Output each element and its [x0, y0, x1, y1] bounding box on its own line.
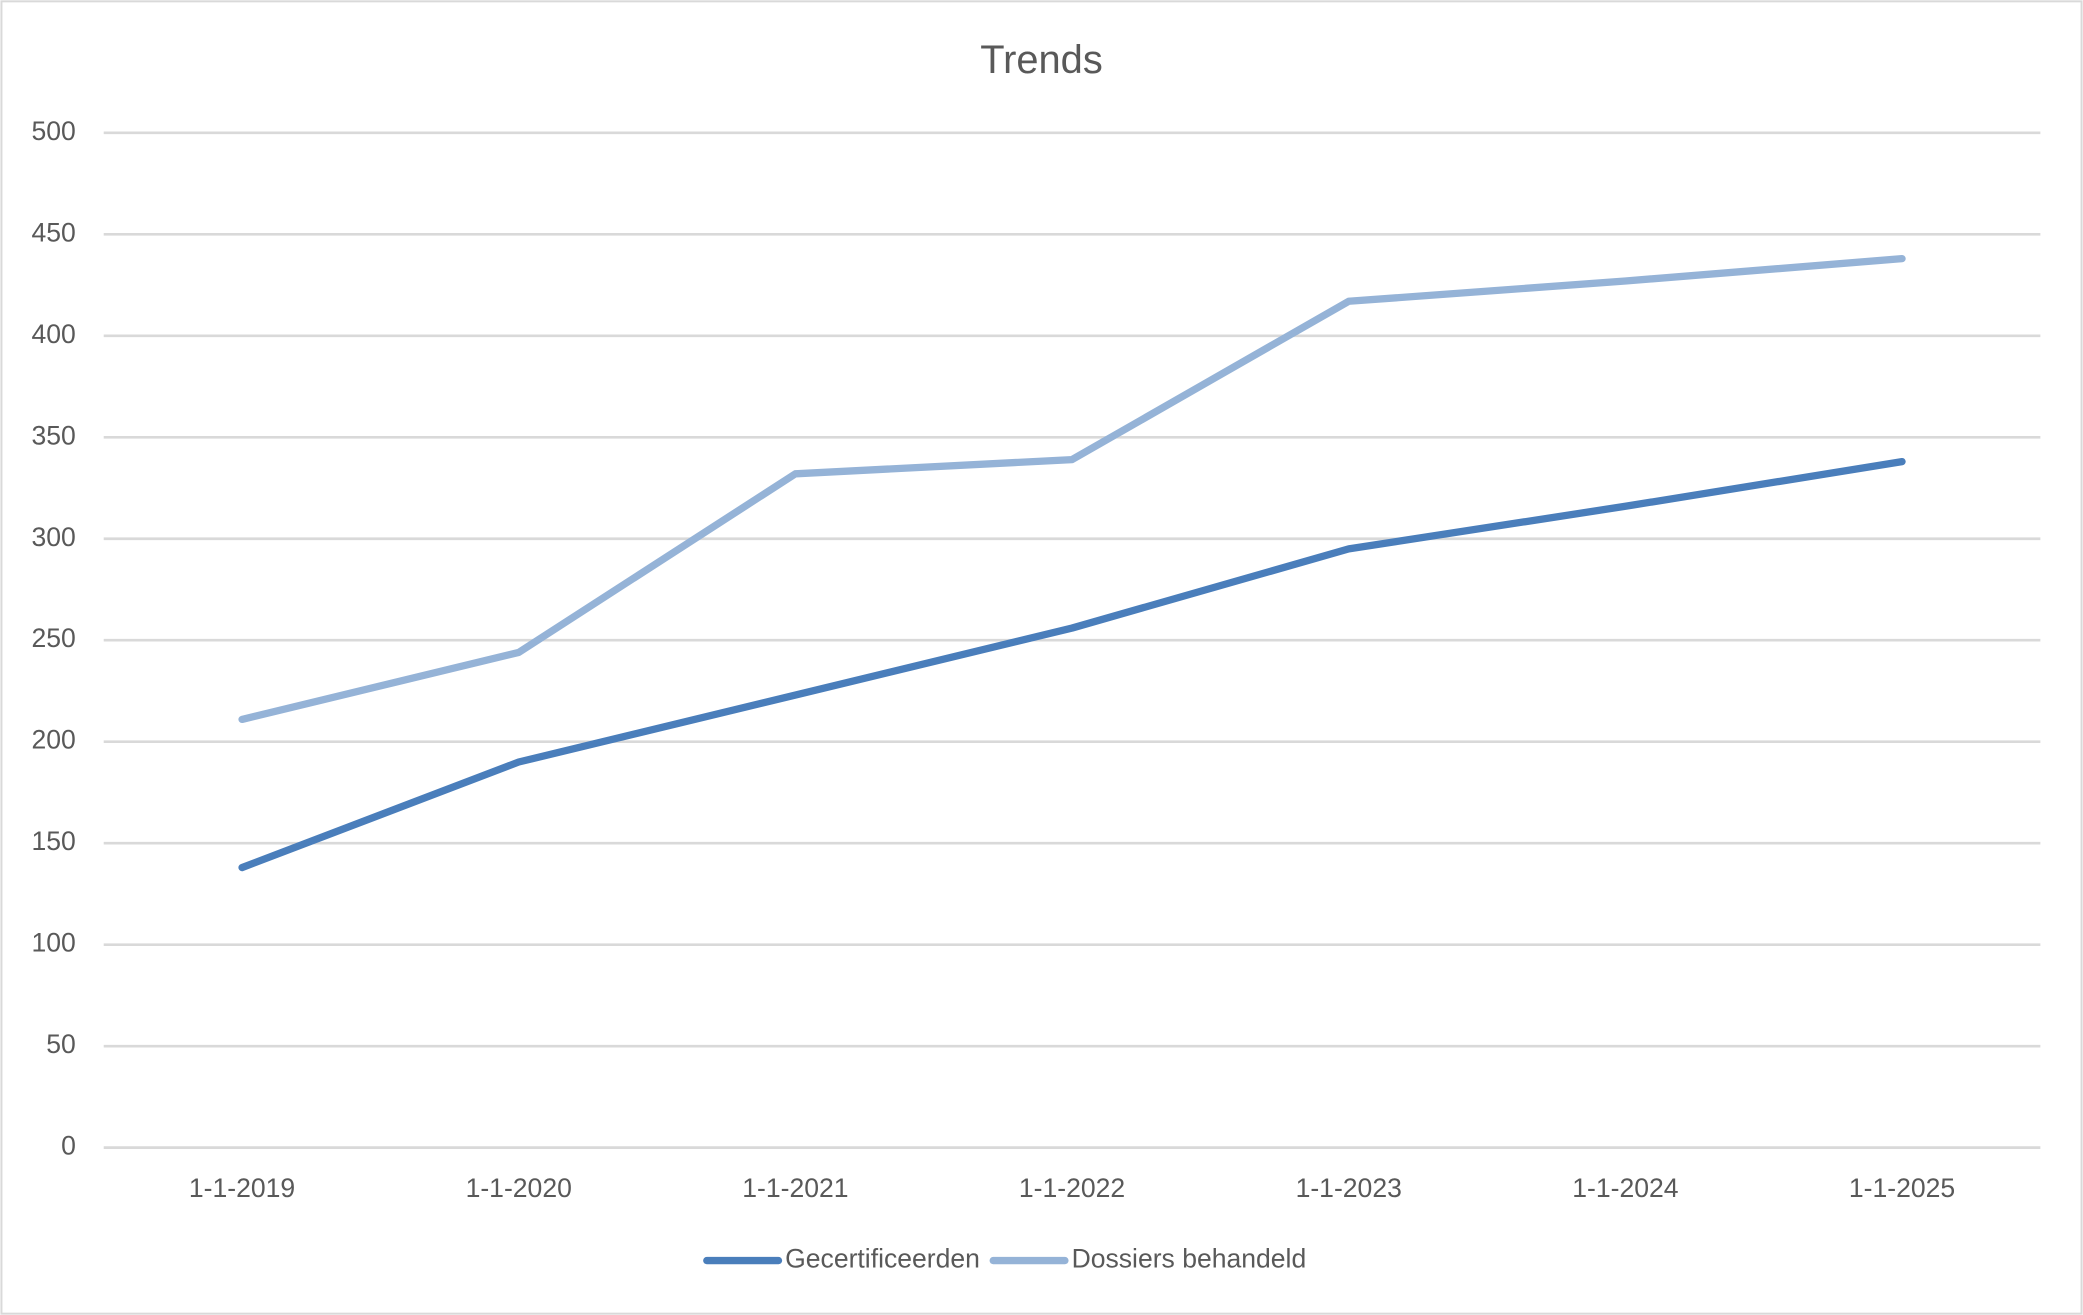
x-tick-label: 1-1-2021 — [742, 1173, 848, 1203]
y-tick-label: 250 — [32, 623, 76, 653]
x-tick-label: 1-1-2019 — [189, 1173, 295, 1203]
x-tick-label: 1-1-2024 — [1572, 1173, 1678, 1203]
y-tick-label: 150 — [32, 826, 76, 856]
y-tick-label: 350 — [32, 420, 76, 450]
series-line — [238, 255, 1906, 724]
y-tick-label: 100 — [32, 928, 76, 958]
y-tick-label: 500 — [32, 116, 76, 146]
y-tick-label: 450 — [32, 217, 76, 247]
x-tick-label: 1-1-2023 — [1296, 1173, 1402, 1203]
y-tick-label: 300 — [32, 522, 76, 552]
y-tick-label: 50 — [46, 1029, 76, 1059]
y-tick-label: 400 — [32, 319, 76, 349]
legend-label: Dossiers behandeld — [1072, 1244, 1307, 1274]
x-tick-label: 1-1-2025 — [1849, 1173, 1955, 1203]
legend-label: Gecertificeerden — [785, 1244, 980, 1274]
x-tick-label: 1-1-2020 — [466, 1173, 572, 1203]
y-tick-label: 0 — [61, 1131, 76, 1161]
y-tick-label: 200 — [32, 725, 76, 755]
x-tick-label: 1-1-2022 — [1019, 1173, 1125, 1203]
series-line — [238, 457, 1906, 872]
chart-title: Trends — [980, 38, 1102, 82]
